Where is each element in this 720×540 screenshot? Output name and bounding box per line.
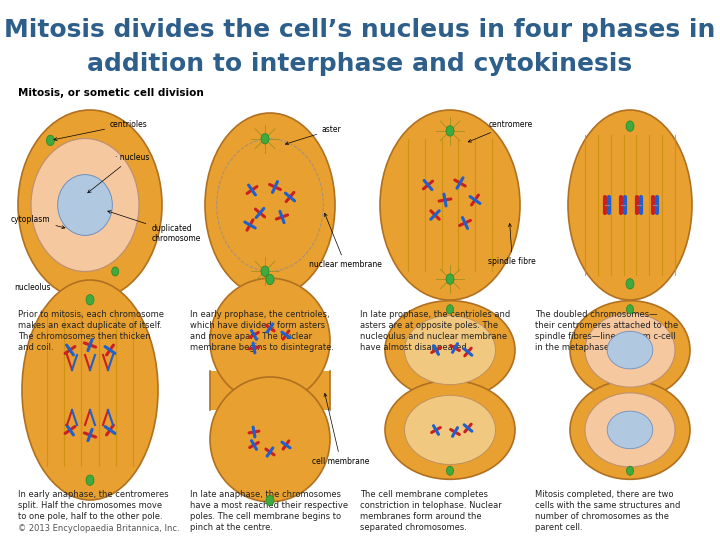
- Text: centrioles: centrioles: [54, 120, 148, 140]
- Ellipse shape: [446, 466, 454, 475]
- Ellipse shape: [385, 301, 515, 400]
- Ellipse shape: [626, 466, 634, 475]
- Text: The doubled chromosomes—
their centromeres attached to the
spindle fibres—line u: The doubled chromosomes— their centromer…: [535, 310, 678, 352]
- Ellipse shape: [626, 121, 634, 131]
- Ellipse shape: [626, 279, 634, 289]
- Ellipse shape: [86, 475, 94, 485]
- Ellipse shape: [31, 138, 139, 272]
- Ellipse shape: [446, 126, 454, 136]
- Ellipse shape: [585, 313, 675, 387]
- Text: · nucleus: · nucleus: [88, 153, 149, 193]
- Ellipse shape: [380, 110, 520, 300]
- Ellipse shape: [385, 381, 515, 480]
- Text: The cell membrane completes
constriction in telophase. Nuclear
membranes form ar: The cell membrane completes constriction…: [360, 490, 502, 532]
- Ellipse shape: [568, 110, 692, 300]
- Ellipse shape: [626, 305, 634, 314]
- Ellipse shape: [58, 174, 112, 235]
- FancyBboxPatch shape: [210, 370, 330, 409]
- Ellipse shape: [607, 332, 653, 369]
- Text: nuclear membrane: nuclear membrane: [309, 213, 382, 269]
- Ellipse shape: [266, 495, 274, 505]
- Ellipse shape: [405, 395, 495, 464]
- Text: Mitosis, or sometic cell division: Mitosis, or sometic cell division: [18, 88, 204, 98]
- Ellipse shape: [570, 301, 690, 400]
- Ellipse shape: [446, 305, 454, 314]
- Text: In late prophase, the centrioles and
asters are at opposite poles. The
nucleoulu: In late prophase, the centrioles and ast…: [360, 310, 510, 352]
- Text: aster: aster: [285, 125, 342, 145]
- Ellipse shape: [210, 278, 330, 403]
- Ellipse shape: [585, 393, 675, 467]
- Text: cytoplasm: cytoplasm: [11, 215, 65, 228]
- Ellipse shape: [18, 110, 162, 300]
- Ellipse shape: [261, 266, 269, 276]
- Ellipse shape: [205, 113, 335, 297]
- Text: nucleolus: nucleolus: [14, 284, 51, 293]
- Ellipse shape: [261, 133, 269, 144]
- Ellipse shape: [405, 315, 495, 384]
- Ellipse shape: [46, 135, 55, 146]
- Text: Mitosis completed, there are two
cells with the same structures and
number of ch: Mitosis completed, there are two cells w…: [535, 490, 680, 532]
- Ellipse shape: [112, 267, 119, 276]
- Text: addition to interphase and cytokinesis: addition to interphase and cytokinesis: [87, 52, 633, 76]
- Ellipse shape: [607, 411, 653, 449]
- Ellipse shape: [22, 280, 158, 500]
- Text: spindle fibre: spindle fibre: [488, 224, 536, 267]
- Ellipse shape: [86, 295, 94, 305]
- Ellipse shape: [266, 274, 274, 285]
- Text: cell membrane: cell membrane: [312, 394, 369, 466]
- Text: Mitosis divides the cell’s nucleus in four phases in: Mitosis divides the cell’s nucleus in fo…: [4, 18, 716, 42]
- Ellipse shape: [570, 381, 690, 480]
- Text: © 2013 Encyclopaedia Britannica, Inc.: © 2013 Encyclopaedia Britannica, Inc.: [18, 524, 179, 533]
- Ellipse shape: [210, 377, 330, 502]
- Text: In early anaphase, the centromeres
split. Half the chromosomes move
to one pole,: In early anaphase, the centromeres split…: [18, 490, 168, 521]
- Text: In early prophase, the centrioles,
which have divided, form asters
and move apar: In early prophase, the centrioles, which…: [190, 310, 334, 352]
- Text: Prior to mitosis, each chromosome
makes an exact duplicate of itself.
The chromo: Prior to mitosis, each chromosome makes …: [18, 310, 164, 352]
- Text: centromere: centromere: [468, 120, 533, 142]
- Ellipse shape: [446, 274, 454, 284]
- Text: duplicated
chromosome: duplicated chromosome: [108, 211, 201, 243]
- Text: In late anaphase, the chromosomes
have a most reached their respective
poles. Th: In late anaphase, the chromosomes have a…: [190, 490, 348, 532]
